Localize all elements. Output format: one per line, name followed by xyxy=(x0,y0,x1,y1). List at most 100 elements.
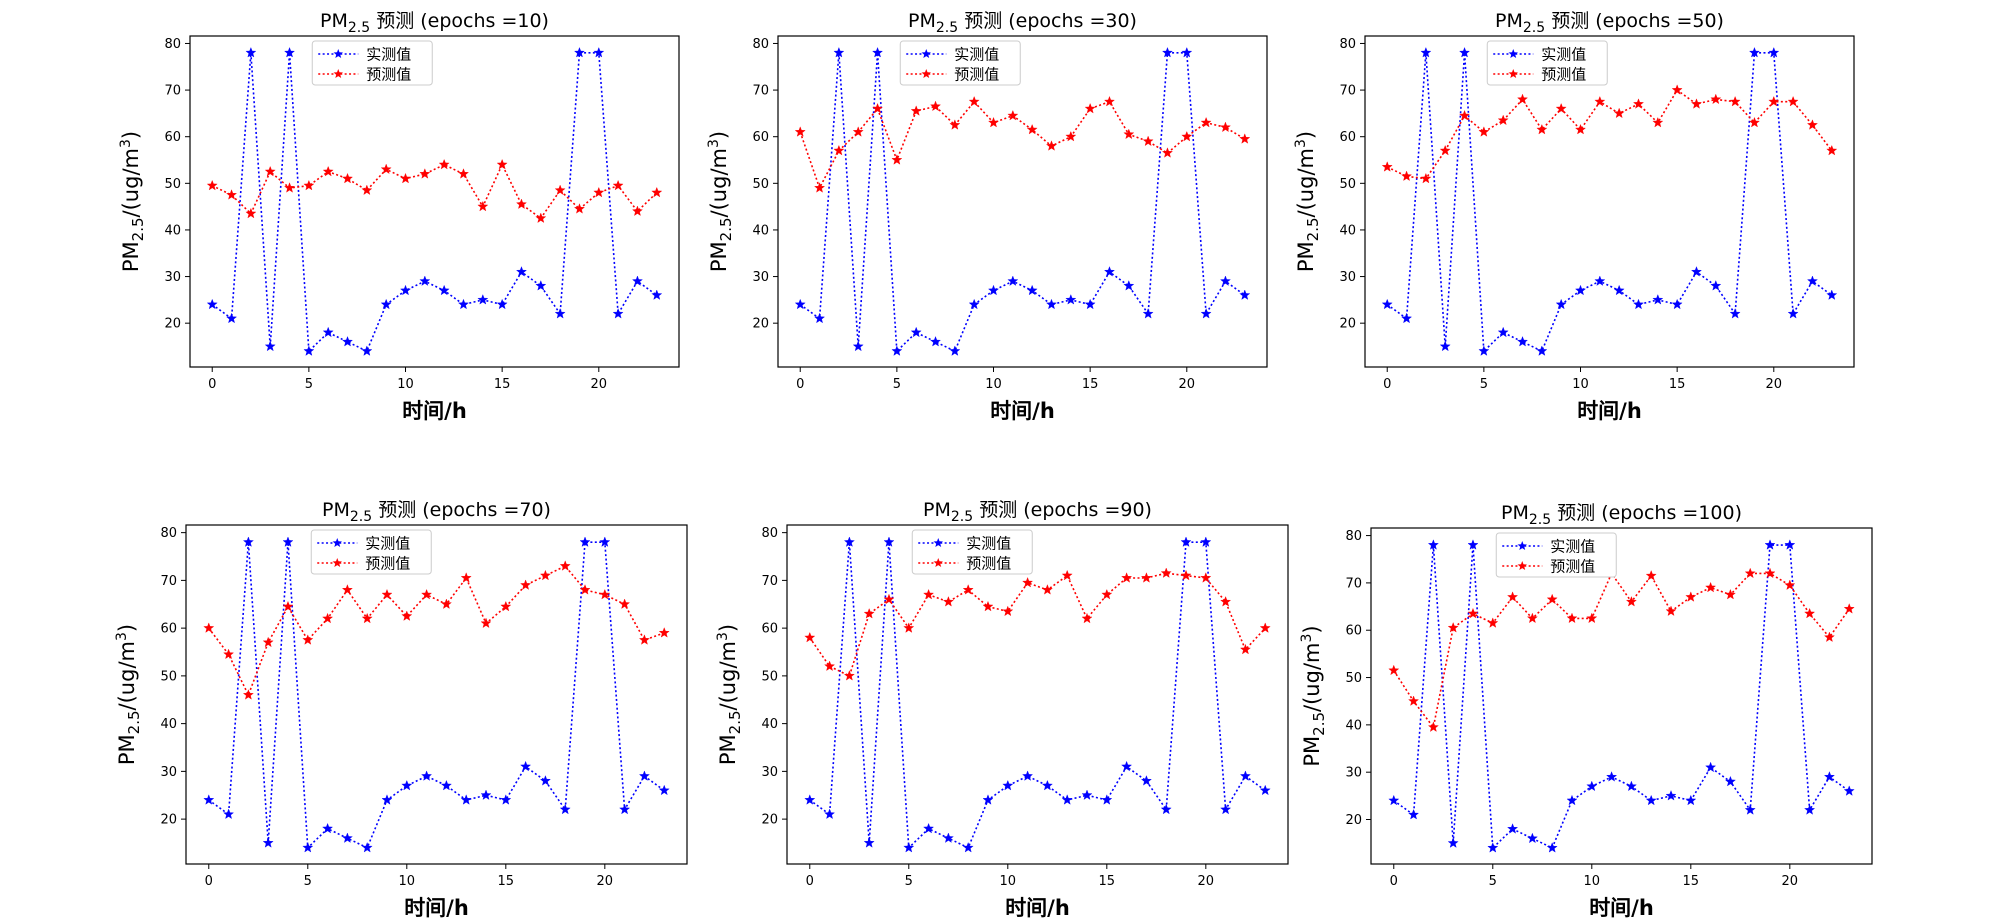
data-point xyxy=(1685,794,1697,806)
series-line xyxy=(1386,88,1833,180)
title-text: PM xyxy=(923,499,951,521)
data-point xyxy=(1046,298,1057,310)
data-point xyxy=(1002,779,1014,791)
y-tick-label: 30 xyxy=(160,765,177,780)
data-point xyxy=(322,612,334,624)
data-point xyxy=(515,198,527,209)
title-text: 预测 (epochs =30) xyxy=(958,10,1137,32)
ylabel-text: ) xyxy=(1294,131,1318,139)
data-point xyxy=(1665,605,1677,616)
data-point xyxy=(593,186,605,198)
data-point xyxy=(282,600,294,612)
y-tick-label: 50 xyxy=(160,669,177,684)
data-point xyxy=(223,648,235,660)
data-point xyxy=(1784,539,1796,550)
data-point xyxy=(651,186,663,198)
x-tick-label: 0 xyxy=(205,874,213,889)
data-point xyxy=(1705,761,1717,773)
plot-frame xyxy=(189,35,680,368)
data-point xyxy=(631,275,643,286)
series-line xyxy=(208,541,665,850)
data-point xyxy=(1459,47,1471,58)
title-subscript: 2.5 xyxy=(936,20,958,36)
data-point xyxy=(1724,775,1736,787)
plot-frame xyxy=(1370,527,1873,865)
data-point xyxy=(1061,569,1073,581)
data-point xyxy=(460,572,472,583)
data-point xyxy=(872,102,884,114)
ylabel-subscript: 2.5 xyxy=(1304,217,1322,241)
data-point xyxy=(1181,130,1193,142)
y-tick-label: 80 xyxy=(761,526,778,541)
data-point xyxy=(554,184,566,195)
y-tick-label: 30 xyxy=(1339,270,1356,285)
title-text: 预测 (epochs =10) xyxy=(370,10,549,32)
chart-title: PM2.5 预测 (epochs =90) xyxy=(923,499,1152,525)
legend-marker xyxy=(1508,49,1519,59)
ylabel-text: /(ug/m xyxy=(115,641,139,710)
x-tick-label: 20 xyxy=(1782,874,1799,889)
ylabel-text: /(ug/m xyxy=(716,641,740,710)
legend-label: 预测值 xyxy=(954,66,999,84)
y-tick-label: 70 xyxy=(164,84,181,99)
data-point xyxy=(1026,123,1038,135)
data-point xyxy=(1690,98,1702,109)
data-point xyxy=(1447,837,1459,848)
data-point xyxy=(1381,161,1393,172)
legend-label: 实测值 xyxy=(366,46,411,64)
data-point xyxy=(242,536,254,547)
y-tick-label: 60 xyxy=(1339,130,1356,145)
x-tick-label: 15 xyxy=(1669,377,1686,392)
data-point xyxy=(1671,298,1683,310)
ylabel-text: /(ug/m xyxy=(1294,148,1318,217)
y-tick-label: 50 xyxy=(761,669,778,684)
data-point xyxy=(930,100,942,112)
ylabel-text: PM xyxy=(119,241,143,272)
data-point xyxy=(1806,119,1818,130)
data-point xyxy=(1768,95,1780,107)
data-point xyxy=(942,596,954,607)
data-point xyxy=(1804,607,1816,619)
legend-marker xyxy=(333,49,344,59)
data-point xyxy=(1613,284,1625,296)
legend-marker xyxy=(1508,69,1519,79)
ylabel-subscript: 2.5 xyxy=(129,217,147,241)
title-subscript: 2.5 xyxy=(350,509,372,525)
data-point xyxy=(400,172,411,184)
data-point xyxy=(1026,284,1038,296)
data-point xyxy=(284,47,296,58)
data-point xyxy=(438,284,450,296)
legend-label: 实测值 xyxy=(954,46,999,64)
x-tick-label: 15 xyxy=(1683,874,1700,889)
chart-title: PM2.5 预测 (epochs =100) xyxy=(1501,502,1742,528)
data-point xyxy=(1764,539,1776,550)
data-point xyxy=(1121,572,1133,583)
ylabel-superscript: 3 xyxy=(1299,634,1315,643)
chart-title: PM2.5 预测 (epochs =50) xyxy=(1495,10,1724,36)
data-point xyxy=(1388,664,1400,676)
data-point xyxy=(380,298,392,310)
data-point xyxy=(1768,47,1780,58)
legend-marker xyxy=(921,69,932,79)
data-point xyxy=(1103,266,1115,277)
data-point xyxy=(1065,130,1077,142)
y-axis-label: PM2.5/(ug/m3) xyxy=(114,624,143,765)
data-point xyxy=(1459,109,1471,121)
y-tick-label: 50 xyxy=(752,177,769,192)
data-point xyxy=(322,326,334,338)
data-point xyxy=(1007,109,1019,121)
data-point xyxy=(1219,275,1231,286)
data-point xyxy=(1439,340,1451,352)
ylabel-text: ) xyxy=(115,624,139,632)
data-point xyxy=(1487,617,1499,628)
data-point xyxy=(559,560,571,571)
y-tick-label: 70 xyxy=(752,84,769,99)
data-point xyxy=(440,598,452,609)
data-point xyxy=(302,841,314,853)
data-point xyxy=(1724,588,1736,600)
data-point xyxy=(341,832,353,843)
